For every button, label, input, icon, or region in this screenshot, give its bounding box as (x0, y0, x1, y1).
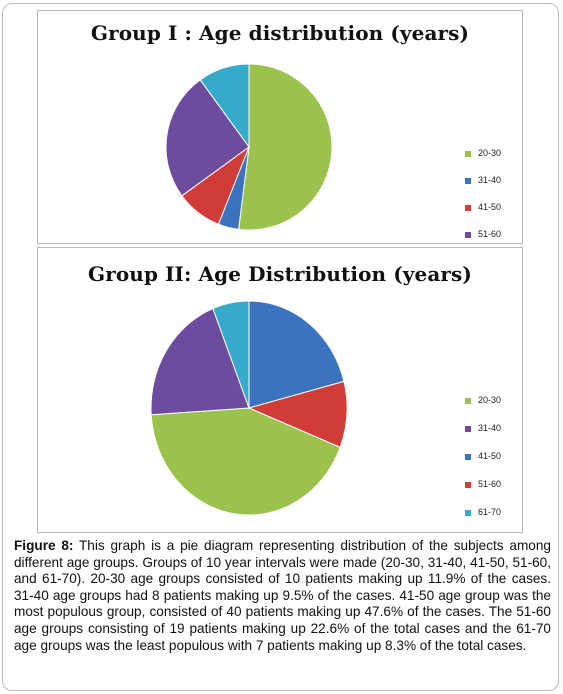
chart-title-group-2: Group II: Age Distribution (years) (88, 262, 472, 286)
legend-swatch (465, 231, 471, 238)
legend-label: 31-40 (478, 175, 502, 185)
legend-label: 51-60 (478, 229, 502, 239)
legend-item-61-70: 61-70 (465, 507, 501, 517)
legend-item-20-30: 20-30 (465, 395, 501, 405)
legend-item-31-40: 31-40 (465, 423, 501, 433)
legend-item-41-50: 41-50 (465, 451, 501, 461)
legend-label: 20-30 (478, 395, 502, 405)
chart-panel-group-2: Group II: Age Distribution (years) 20-30… (37, 247, 523, 533)
legend-label: 61-70 (478, 507, 502, 517)
legend-label: 20-30 (478, 148, 502, 158)
legend-swatch (465, 177, 471, 184)
legend-swatch (465, 453, 471, 460)
legend-item-41-50: 41-50 (465, 202, 501, 212)
legend-item-51-60: 51-60 (465, 229, 501, 239)
chart-title-group-1: Group I : Age distribution (years) (90, 21, 470, 45)
legend-item-31-40: 31-40 (465, 175, 501, 185)
pie-chart-group-2 (150, 300, 348, 516)
legend-swatch (465, 150, 471, 157)
legend-swatch (465, 425, 471, 432)
pie-slice-20-30 (238, 63, 333, 231)
figure-label: Figure 8: (14, 538, 74, 553)
figure-caption: Figure 8: This graph is a pie diagram re… (14, 538, 551, 654)
pie-slice-51-60 (165, 79, 250, 197)
pie-slice-31-40 (150, 307, 250, 416)
legend-item-20-30: 20-30 (465, 148, 501, 158)
chart-panel-group-1: Group I : Age distribution (years) 20-30… (37, 10, 523, 244)
pie-slice-61-70 (199, 63, 250, 149)
pie-slice-41-50 (248, 300, 345, 409)
legend-swatch (465, 481, 471, 488)
legend-label: 41-50 (478, 202, 502, 212)
legend-label: 41-50 (478, 451, 502, 461)
pie-slice-61-70 (212, 300, 250, 409)
legend-label: 51-60 (478, 479, 502, 489)
legend-swatch (465, 204, 471, 211)
pie-chart-group-1 (165, 63, 333, 231)
legend-swatch (465, 509, 471, 516)
legend-label: 31-40 (478, 423, 502, 433)
figure-caption-text: This graph is a pie diagram representing… (14, 538, 551, 653)
pie-slice-20-30 (150, 407, 341, 516)
legend-item-51-60: 51-60 (465, 479, 501, 489)
legend-swatch (465, 397, 471, 404)
